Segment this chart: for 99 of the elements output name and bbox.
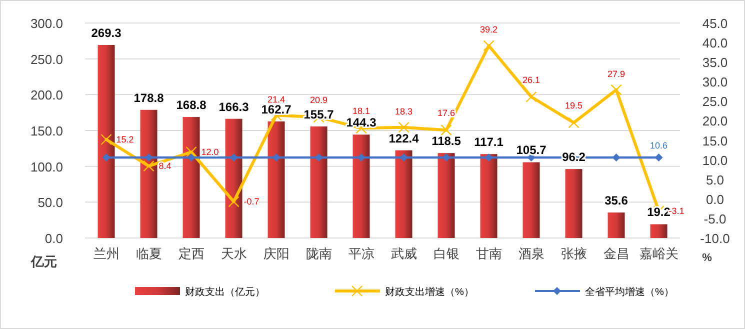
data-label: -0.7 <box>244 196 260 207</box>
y2-tick-label: 45.0 <box>702 16 728 31</box>
y2-tick-label: 40.0 <box>702 36 728 51</box>
point <box>144 153 153 162</box>
y-tick-label: 200.0 <box>30 88 63 103</box>
y2-tick-label: 20.0 <box>702 114 728 129</box>
bar <box>98 45 115 238</box>
data-label: 166.3 <box>218 100 250 114</box>
data-label: 19.5 <box>564 100 583 111</box>
x-tick-label: 张掖 <box>560 246 587 261</box>
bar <box>182 117 200 238</box>
y2-tick-label: 30.0 <box>702 74 728 90</box>
point <box>400 153 408 162</box>
x-tick-label: 庆阳 <box>263 246 290 261</box>
bar <box>438 153 455 238</box>
y-tick-label: 300.0 <box>30 16 63 31</box>
point <box>442 153 450 162</box>
point <box>440 124 452 136</box>
point <box>484 153 493 162</box>
legend-label: 财政支出增速（%） <box>385 286 474 298</box>
point <box>186 146 197 158</box>
legend-label: 全省平均增速（%） <box>585 286 674 298</box>
point <box>357 153 366 162</box>
x-tick-label: 兰州 <box>93 246 120 261</box>
x-tick-label: 甘南 <box>476 246 502 261</box>
point <box>314 153 323 162</box>
bar <box>395 150 412 238</box>
bar <box>268 121 285 238</box>
data-label: 27.9 <box>607 68 626 79</box>
x-tick-label: 临夏 <box>136 246 162 261</box>
x-tick-label: 金昌 <box>603 246 630 261</box>
point <box>187 153 196 162</box>
data-label: 117.1 <box>474 135 504 150</box>
x-tick-label: 武威 <box>390 246 417 261</box>
y-tick-label: 100.0 <box>30 159 63 174</box>
x-tick-label: 定西 <box>178 246 204 261</box>
x-tick-label: 天水 <box>220 246 247 261</box>
legend-label: 财政支出（亿元） <box>185 286 265 298</box>
bar <box>140 110 158 238</box>
point <box>272 153 280 162</box>
x-tick-label: 陇南 <box>306 246 332 261</box>
x-tick-label: 嘉峪关 <box>639 246 678 261</box>
point <box>100 134 112 146</box>
y-tick-label: 150.0 <box>30 124 63 138</box>
point <box>526 91 537 102</box>
data-label: 18.1 <box>352 106 370 116</box>
y2-axis-title: % <box>702 252 712 264</box>
y-tick-label: 0.0 <box>44 231 63 246</box>
data-label: 144.3 <box>346 116 377 130</box>
y2-tick-label: 35.0 <box>702 55 728 70</box>
bar <box>608 212 625 238</box>
data-label: 162.7 <box>261 102 292 116</box>
data-label: 118.5 <box>432 134 462 148</box>
y2-tick-label: -5.0 <box>704 211 726 226</box>
bar <box>352 134 370 238</box>
point <box>398 122 410 133</box>
data-label: -3.1 <box>668 206 684 216</box>
y-axis-title: 亿元 <box>30 254 57 269</box>
x-tick-label: 酒泉 <box>518 246 544 261</box>
y-tick-label: 250.0 <box>30 52 63 67</box>
point <box>230 153 238 162</box>
data-label: 20.9 <box>310 95 328 106</box>
y2-tick-label: -10.0 <box>700 231 730 246</box>
point <box>143 160 154 172</box>
y-tick-label: 50.0 <box>38 195 63 210</box>
data-label: 26.1 <box>522 74 540 85</box>
point <box>228 196 240 208</box>
bar <box>650 224 668 238</box>
point <box>610 84 622 96</box>
point <box>102 153 110 162</box>
bar <box>480 154 498 238</box>
bar <box>225 118 242 238</box>
x-tick-label: 平凉 <box>348 246 374 261</box>
data-label: 15.2 <box>116 134 134 144</box>
y2-tick-label: 10.0 <box>702 152 728 168</box>
data-label: 39.2 <box>480 24 498 35</box>
data-label: 10.6 <box>650 140 668 150</box>
data-label: 12.0 <box>201 147 219 157</box>
data-label: 8.4 <box>158 161 172 172</box>
y2-tick-label: 5.0 <box>706 172 724 188</box>
bar <box>310 126 328 238</box>
point <box>568 117 580 128</box>
data-label: 105.7 <box>516 143 547 158</box>
bar <box>522 162 540 238</box>
y2-tick-label: 0.0 <box>706 192 724 207</box>
data-label: 168.8 <box>176 98 207 112</box>
bar <box>565 169 582 238</box>
data-label: 122.4 <box>388 131 420 146</box>
data-label: 178.8 <box>134 90 164 105</box>
data-label: 18.3 <box>394 106 413 116</box>
point <box>654 153 663 162</box>
data-label: 35.6 <box>604 193 628 208</box>
point <box>612 153 620 162</box>
x-tick-label: 白银 <box>433 246 460 261</box>
y2-tick-label: 25.0 <box>702 94 728 110</box>
data-label: 269.3 <box>91 26 122 40</box>
data-label: 21.4 <box>267 94 286 104</box>
y2-tick-label: 15.0 <box>702 133 728 148</box>
point <box>483 40 494 52</box>
